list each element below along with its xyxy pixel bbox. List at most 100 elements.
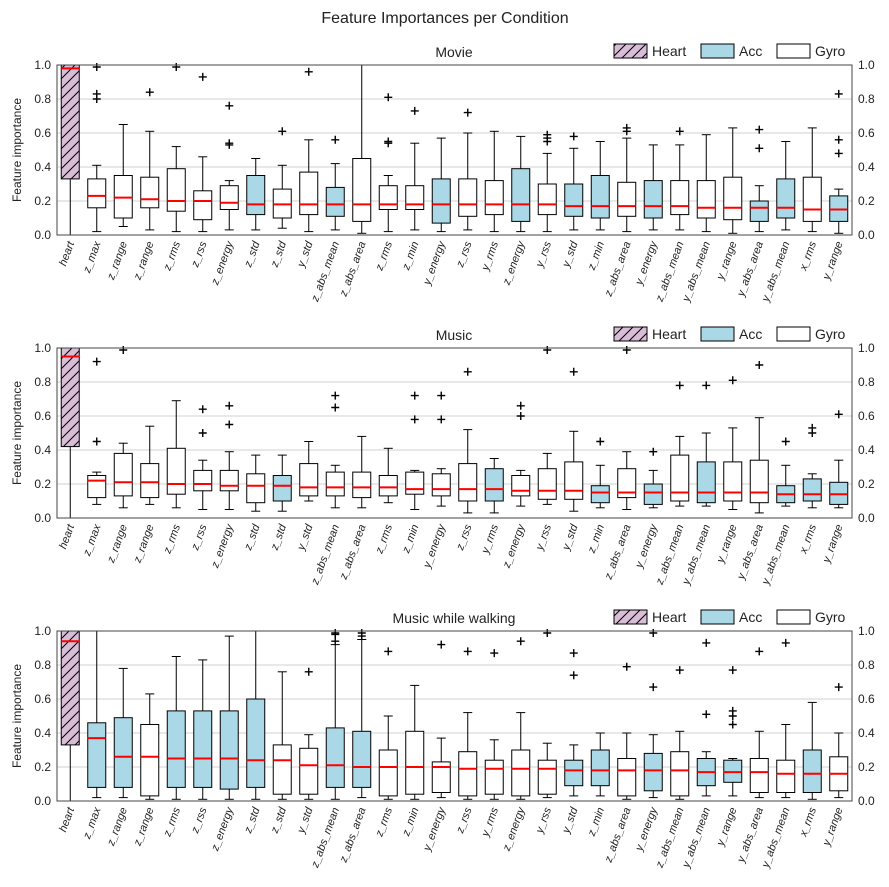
outlier-marker xyxy=(834,149,843,158)
box-z_abs_area xyxy=(617,662,637,800)
box-iqr xyxy=(113,717,133,788)
y-tick-label: 0.8 xyxy=(34,375,51,389)
y-tick-label: 0.2 xyxy=(34,760,51,774)
box-y_energy xyxy=(643,144,663,231)
box-iqr xyxy=(617,758,637,797)
outlier-marker xyxy=(516,401,525,410)
box-z_rss xyxy=(193,659,213,800)
outlier-marker xyxy=(649,447,658,456)
box-iqr xyxy=(802,176,822,222)
box-y_abs_area xyxy=(749,125,769,233)
outlier-marker xyxy=(463,108,472,117)
outlier-marker xyxy=(834,89,843,98)
box-z_rss xyxy=(458,367,478,514)
outlier-marker xyxy=(516,637,525,646)
outlier-marker xyxy=(728,706,737,715)
y-tick-label: 0.0 xyxy=(34,794,51,808)
outlier-marker xyxy=(490,649,499,658)
box-y_abs_mean xyxy=(776,141,796,231)
legend-item-gyro: Gyro xyxy=(776,326,846,342)
box-z_min xyxy=(590,437,610,509)
box-z_abs_area xyxy=(617,346,637,510)
outlier-marker xyxy=(702,638,711,647)
legend-swatch xyxy=(613,326,648,342)
outlier-marker xyxy=(225,101,234,110)
box-iqr xyxy=(749,758,769,793)
outlier-marker xyxy=(198,405,207,414)
box-iqr xyxy=(272,744,292,795)
box-x_rms xyxy=(802,423,822,509)
y-tick-label-right: 1.0 xyxy=(858,58,875,72)
legend-swatch xyxy=(776,326,811,342)
box-y_energy xyxy=(431,640,451,799)
legend-swatch xyxy=(776,43,811,59)
box-iqr xyxy=(87,178,107,209)
box-y_abs_area xyxy=(749,647,769,799)
box-y_rms xyxy=(484,649,504,800)
y-tick-label: 1.0 xyxy=(34,624,51,638)
legend-swatch xyxy=(700,43,735,59)
box-iqr xyxy=(511,749,531,797)
y-tick-label: 1.0 xyxy=(34,58,51,72)
box-iqr xyxy=(113,452,133,497)
box-z_abs_mean xyxy=(325,629,345,800)
outlier-marker xyxy=(92,357,101,366)
y-tick-label-right: 0.4 xyxy=(858,160,875,174)
box-y_std xyxy=(564,367,584,512)
box-iqr xyxy=(193,469,213,492)
box-iqr xyxy=(537,468,557,500)
outlier-marker xyxy=(225,420,234,429)
box-iqr xyxy=(590,485,610,504)
box-iqr xyxy=(272,475,292,502)
box-iqr xyxy=(378,185,398,210)
box-z_min xyxy=(405,106,425,231)
y-tick-label-right: 0.0 xyxy=(858,794,875,808)
box-z_abs_mean xyxy=(670,381,690,507)
box-iqr xyxy=(352,158,372,222)
box-z_rms xyxy=(166,656,186,800)
box-iqr xyxy=(87,722,107,788)
legend-item-acc: Acc xyxy=(700,43,762,59)
legend-label: Acc xyxy=(739,609,762,625)
box-y_abs_mean xyxy=(696,638,716,797)
box-iqr xyxy=(484,468,504,502)
box-y_rss xyxy=(537,629,557,799)
box-z_std xyxy=(272,127,292,229)
box-z_range xyxy=(113,346,133,509)
box-y_std xyxy=(299,67,319,233)
legend-label: Heart xyxy=(652,609,686,625)
outlier-marker xyxy=(702,381,711,390)
outlier-marker xyxy=(569,649,578,658)
box-iqr xyxy=(643,483,663,505)
legend-item-heart: Heart xyxy=(613,43,686,59)
box-iqr xyxy=(325,186,345,217)
box-iqr xyxy=(537,183,557,216)
outlier-marker xyxy=(92,89,101,98)
box-iqr xyxy=(166,710,186,788)
box-z_rms xyxy=(166,400,186,509)
box-iqr xyxy=(458,751,478,797)
box-iqr xyxy=(325,727,345,788)
box-iqr xyxy=(484,180,504,216)
box-y_range xyxy=(723,376,743,510)
box-iqr xyxy=(696,461,716,504)
box-z_range xyxy=(140,425,160,505)
box-iqr xyxy=(749,200,769,222)
y-tick-label-right: 0.2 xyxy=(858,760,875,774)
y-tick-label-right: 0.2 xyxy=(858,477,875,491)
box-z_std xyxy=(272,671,292,800)
y-tick-label: 0.4 xyxy=(34,160,51,174)
box-y_rms xyxy=(484,130,504,233)
box-iqr xyxy=(802,749,822,793)
y-axis-label: Feature importance xyxy=(10,98,24,202)
y-tick-label-right: 0.8 xyxy=(858,92,875,106)
panel-title: Movie xyxy=(435,44,473,60)
y-tick-label-right: 0.6 xyxy=(858,409,875,423)
box-y_abs_mean xyxy=(696,134,716,233)
outlier-marker xyxy=(331,391,340,400)
box-z_max xyxy=(87,357,107,505)
box-iqr xyxy=(431,473,451,497)
axes-frame xyxy=(56,630,853,802)
outlier-marker xyxy=(755,144,764,153)
outlier-marker xyxy=(649,629,658,637)
